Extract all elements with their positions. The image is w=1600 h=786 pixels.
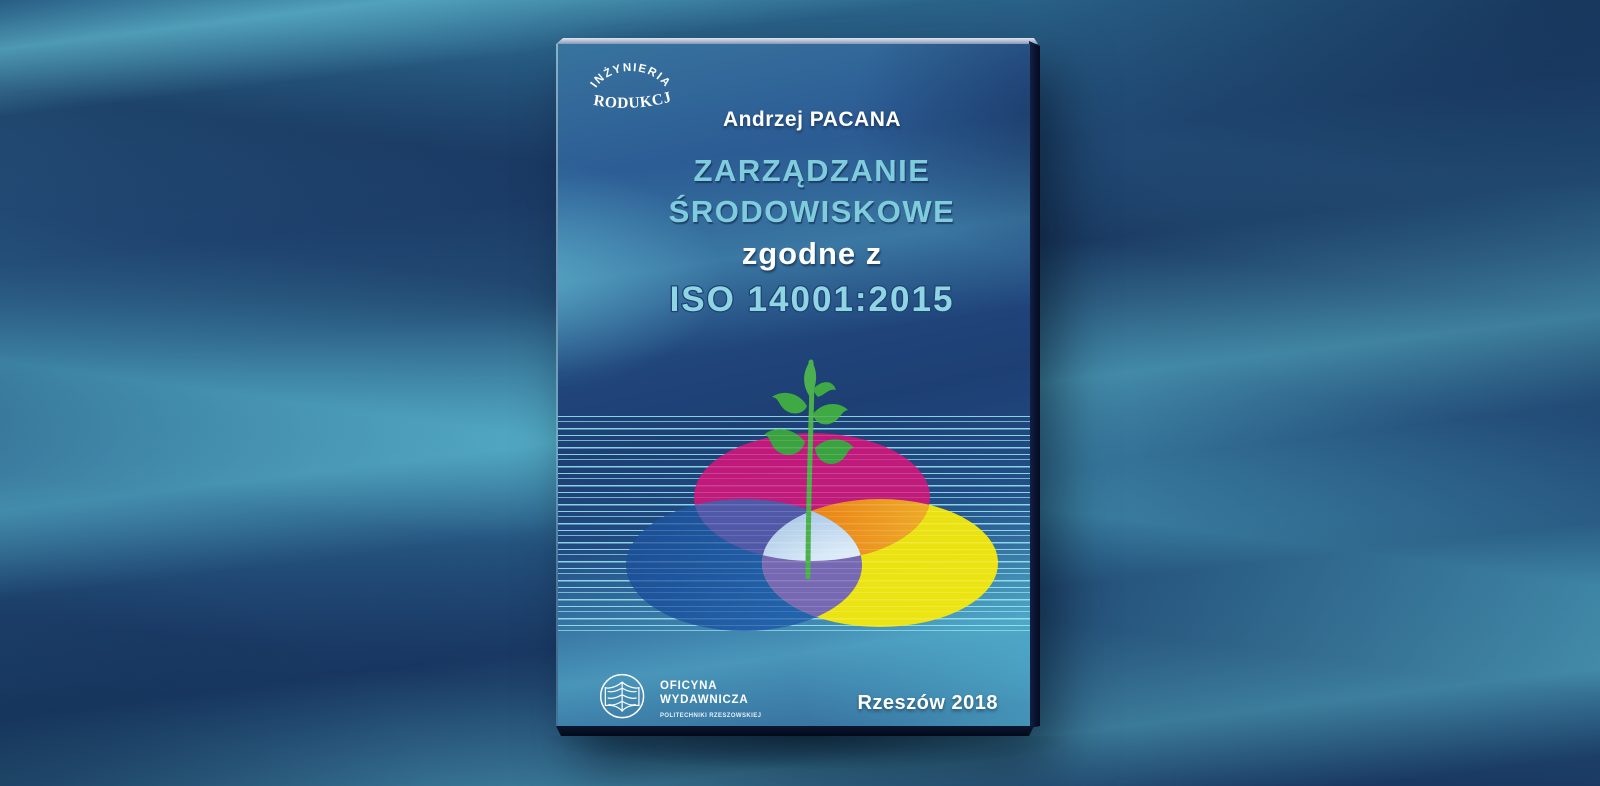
- subtitle: zgodne z: [741, 236, 883, 271]
- book-top-edge: [556, 38, 1038, 44]
- book-title-line2: ŚRODOWISKOWE: [668, 194, 956, 229]
- book-left-edge: [556, 44, 558, 726]
- publisher-subname: POLITECHNIKI RZESZOWSKIEJ: [660, 713, 762, 719]
- scanlines-over: [558, 416, 1030, 636]
- plant-sprout-icon: [764, 359, 854, 580]
- standard-text: ISO 14001:2015: [670, 280, 955, 319]
- cover-front: INŻYNIERIA PRODUKCJI Andrzej PACANA ZARZ…: [558, 44, 1030, 726]
- publisher-logo-icon: [599, 673, 645, 719]
- book-cover: INŻYNIERIA PRODUKCJI Andrzej PACANA ZARZ…: [532, 38, 1080, 778]
- publisher-name-line2: WYDAWNICZA: [660, 694, 749, 706]
- book-title: ZARZĄDZANIE ŚRODOWISKOWE: [594, 150, 1030, 232]
- book-bottom-edge: [556, 726, 1034, 736]
- venn-diagram: [626, 359, 998, 631]
- book-title-line1: ZARZĄDZANIE: [693, 153, 931, 188]
- book-right-edge: [1029, 41, 1040, 728]
- author-name: Andrzej PACANA: [722, 108, 902, 131]
- venn-center-light: [762, 499, 862, 561]
- place-year: Rzeszów 2018: [857, 692, 998, 714]
- publisher-name-line1: OFICYNA: [660, 680, 718, 692]
- publisher-block: OFICYNA WYDAWNICZA POLITECHNIKI RZESZOWS…: [596, 670, 856, 726]
- standard-text-block: ISO 14001:2015: [668, 279, 955, 321]
